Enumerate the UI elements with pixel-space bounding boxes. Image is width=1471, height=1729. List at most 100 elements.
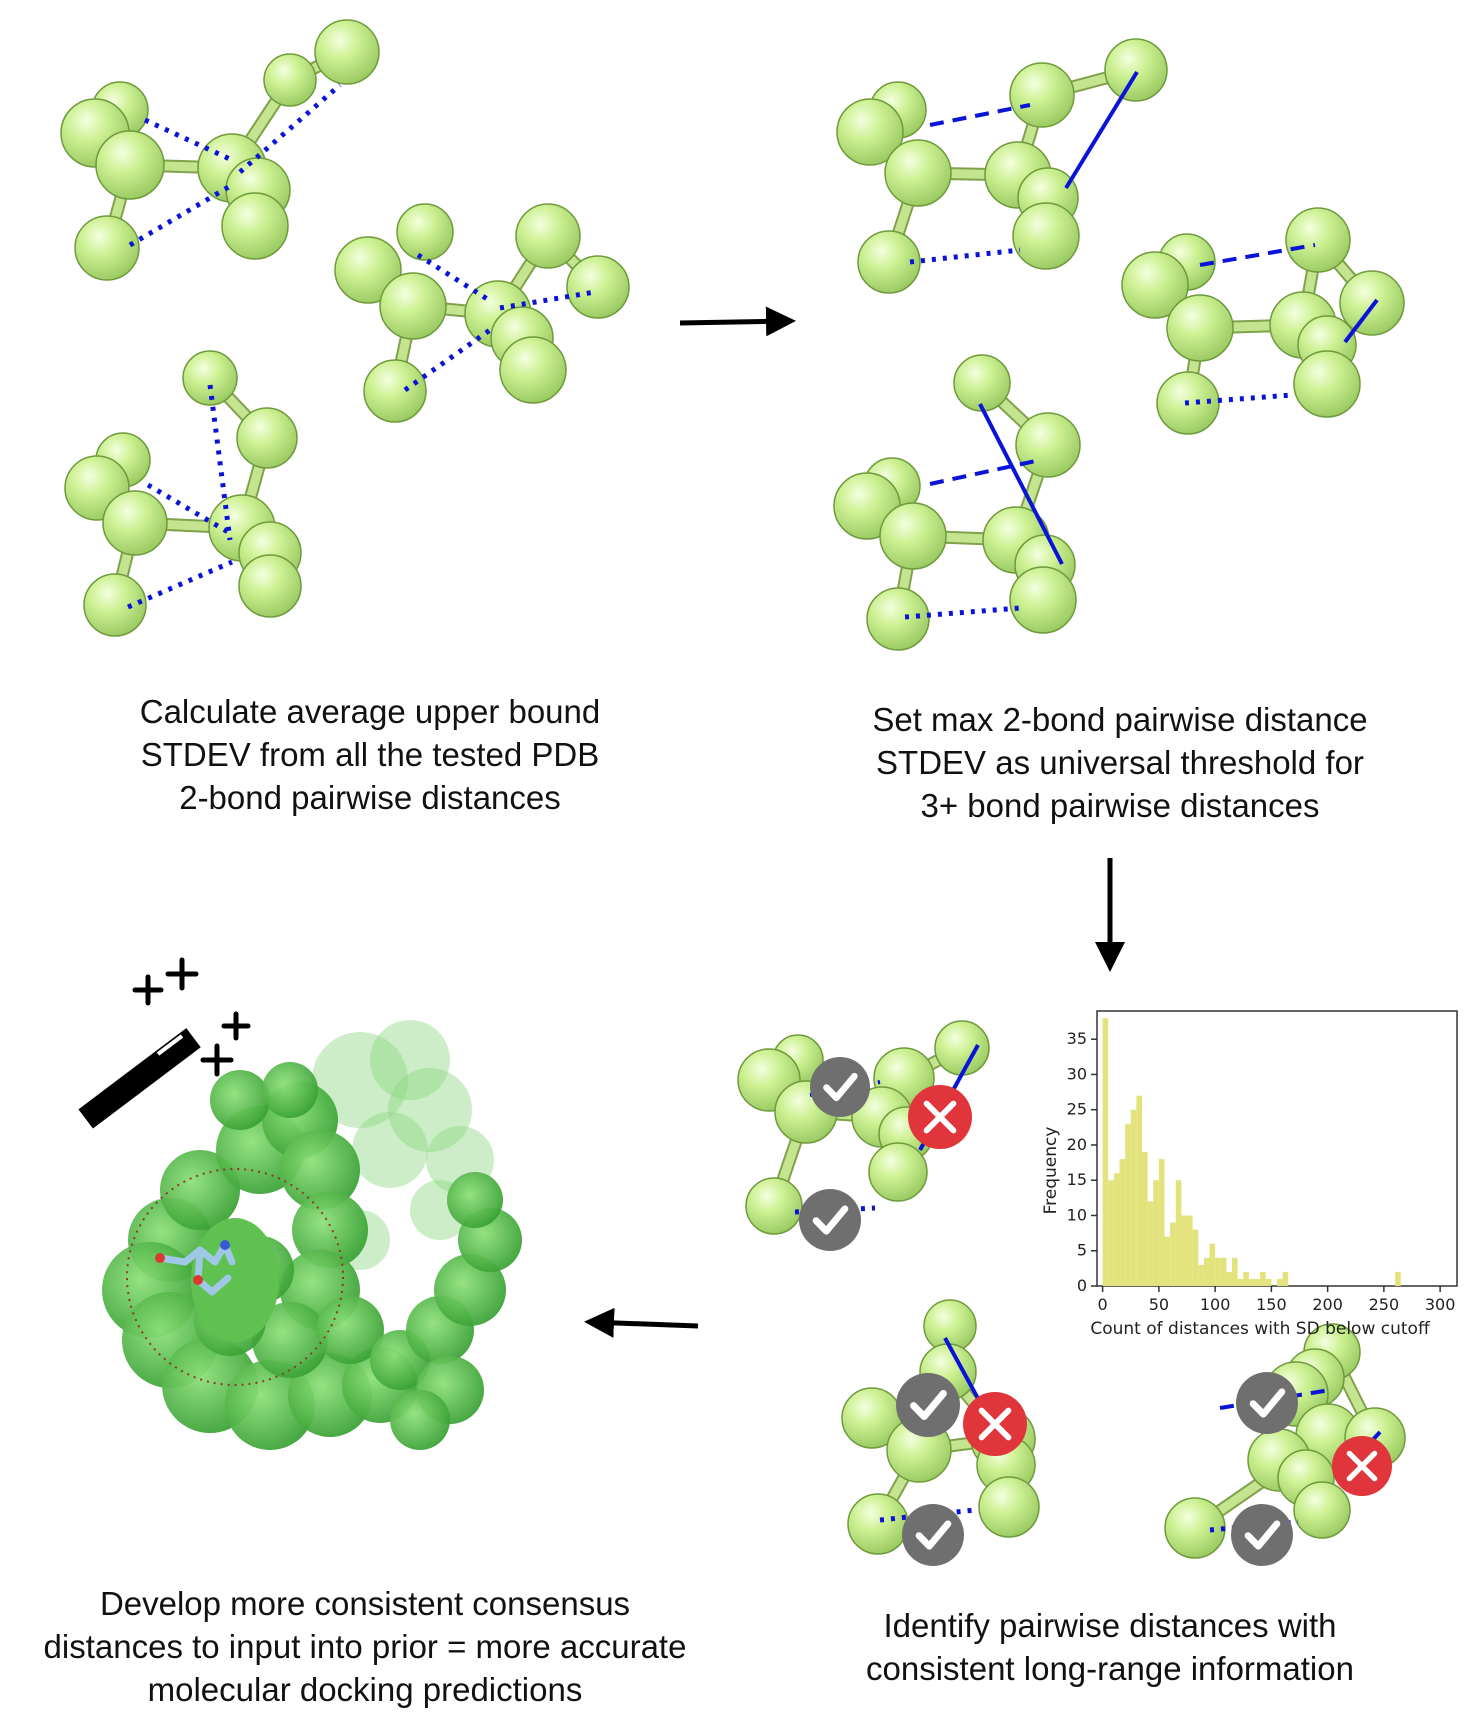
pairwise-distance-line — [143, 117, 234, 163]
atom — [83, 573, 147, 637]
pairwise-distance-line — [929, 458, 1041, 486]
pairwise-distance-line — [1184, 392, 1293, 406]
caption-line: consistent long-range information — [866, 1650, 1354, 1687]
atom — [953, 354, 1011, 412]
check-mark — [910, 1389, 947, 1421]
atom — [1009, 62, 1075, 128]
cross-icon — [908, 1085, 972, 1149]
badges-layer — [799, 1057, 1392, 1566]
surface-lobe — [388, 1068, 472, 1152]
caption-line: 3+ bond pairwise distances — [920, 787, 1320, 824]
atom — [934, 1020, 990, 1076]
surface-lobe — [447, 1172, 503, 1228]
histogram-bar — [1175, 1180, 1182, 1286]
x-tick-label: 100 — [1200, 1295, 1231, 1314]
y-tick-label: 5 — [1077, 1241, 1087, 1260]
atom — [1293, 1481, 1351, 1539]
pairwise-distance-line — [207, 384, 233, 541]
ligand-bond — [194, 1246, 204, 1284]
histogram-bar — [1136, 1095, 1142, 1286]
atom — [236, 407, 298, 469]
atom — [314, 19, 380, 85]
check-mark — [812, 1205, 849, 1235]
check-mark — [823, 1072, 858, 1102]
histogram-chart: 0 50 100 150 200 250 300 0 5 10 15 20 25 30 35 Count of… — [1041, 1010, 1458, 1339]
atom — [1104, 38, 1168, 102]
atom — [396, 203, 454, 261]
surface-lobe — [370, 1020, 450, 1100]
histogram-bar — [1170, 1222, 1176, 1286]
surface-lobe — [210, 1070, 270, 1130]
cross-stroke — [978, 1407, 1012, 1441]
pairwise-distance-line — [1199, 243, 1316, 267]
atom — [745, 1177, 803, 1235]
molecule — [334, 203, 630, 423]
histogram-bar — [1395, 1271, 1401, 1286]
y-tick-label: 0 — [1077, 1276, 1087, 1295]
histogram-bar — [1237, 1278, 1244, 1286]
histogram-bar — [1277, 1278, 1283, 1286]
atom — [978, 1476, 1040, 1538]
caption-line: STDEV as universal threshold for — [876, 744, 1364, 781]
check-icon — [902, 1504, 964, 1566]
caption-line: Set max 2-bond pairwise distance — [872, 701, 1368, 738]
atom — [95, 130, 165, 200]
histogram-bar — [1254, 1278, 1261, 1286]
atom — [102, 490, 168, 556]
histogram-bar — [1164, 1236, 1171, 1286]
histogram-bar — [1215, 1257, 1221, 1286]
atom — [1293, 350, 1361, 418]
x-tick-label: 50 — [1149, 1295, 1169, 1314]
histogram-bar — [1113, 1173, 1120, 1286]
atom — [1015, 412, 1081, 478]
check-mark — [1249, 1388, 1286, 1418]
histogram-bar — [1243, 1271, 1249, 1286]
atom — [1012, 202, 1080, 270]
molecules-layer — [60, 19, 1406, 1559]
atom — [1285, 207, 1351, 273]
atom — [221, 192, 289, 260]
caption-line: STDEV from all the tested PDB — [140, 736, 600, 773]
caption-line: Identify pairwise distances with — [883, 1607, 1337, 1644]
atom — [1339, 270, 1405, 336]
x-tick-label: 300 — [1425, 1295, 1456, 1314]
histogram-bar — [1220, 1257, 1227, 1286]
caption-line: 2-bond pairwise distances — [179, 779, 561, 816]
check-icon — [1236, 1372, 1298, 1434]
histogram-bar — [1158, 1159, 1165, 1286]
x-tick-label: 200 — [1312, 1295, 1343, 1314]
pairwise-distance-line — [909, 247, 1021, 265]
caption-line: Develop more consistent consensus — [99, 1585, 631, 1622]
check-icon — [896, 1373, 960, 1437]
pairwise-distance-line — [904, 605, 1021, 620]
histogram-bar — [1181, 1215, 1187, 1286]
y-axis-label: Frequency — [1041, 1127, 1061, 1215]
ligand-bond — [208, 1274, 232, 1296]
histogram-bar — [1130, 1109, 1137, 1286]
surface-lobe — [312, 1032, 408, 1128]
histogram-bar — [1125, 1123, 1131, 1286]
histogram-bar — [1119, 1159, 1126, 1286]
x-tick-label: 0 — [1098, 1295, 1108, 1314]
step1-caption: Calculate average upper bound STDEV from… — [60, 690, 680, 819]
check-badge — [902, 1504, 964, 1566]
histogram-bar — [1142, 1152, 1148, 1286]
histogram-bar — [1209, 1243, 1216, 1286]
histogram-bar — [1102, 1018, 1109, 1286]
histogram-bar — [1282, 1271, 1289, 1286]
histogram-bar — [1265, 1278, 1272, 1286]
molecule — [60, 19, 380, 281]
caption-line: distances to input into prior = more acc… — [43, 1628, 687, 1665]
surface-lobe — [252, 1302, 328, 1378]
check-icon — [799, 1189, 861, 1251]
surface-lobe — [352, 1112, 428, 1188]
arrow-icon — [679, 306, 796, 337]
cross-stroke — [923, 1100, 957, 1134]
check-badge — [810, 1057, 870, 1117]
molecule — [1164, 1323, 1406, 1559]
atom — [868, 1142, 928, 1202]
magic-wand-icon — [78, 957, 251, 1129]
histogram-bar — [1198, 1264, 1204, 1286]
atom — [1009, 566, 1077, 634]
atom — [857, 230, 921, 294]
